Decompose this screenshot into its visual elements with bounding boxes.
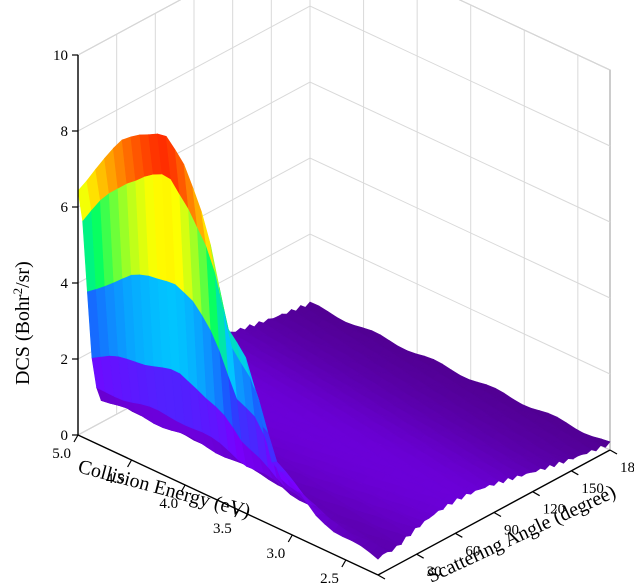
z-tick-label-2: 4: [61, 276, 69, 292]
energy-tick-0: [73, 434, 79, 443]
dcs-surface: [77, 133, 611, 560]
z-axis-title-sup: 2: [10, 288, 25, 295]
angle-tick-2: [455, 532, 463, 538]
chart-axes: [72, 54, 618, 580]
angle-tick-label-5: 150: [581, 481, 604, 497]
energy-tick-label-4: 3.0: [267, 546, 286, 562]
surface-cell: [368, 550, 384, 560]
energy-tick-4: [287, 534, 293, 543]
angle-tick-6: [609, 449, 618, 455]
energy-tick-2: [180, 484, 186, 493]
angle-tick-label-4: 120: [543, 502, 566, 518]
z-axis-title-main: DCS (Bohr: [12, 294, 34, 385]
energy-axis-line: [77, 434, 379, 576]
angle-tick-label-3: 90: [504, 523, 519, 539]
angle-tick-label-2: 60: [465, 543, 480, 559]
y-axis-title: Collision Energy (eV): [76, 456, 253, 523]
energy-tick-3: [234, 509, 240, 518]
angle-tick-label-1: 30: [427, 564, 442, 580]
z-tick-label-0: 0: [61, 428, 69, 444]
z-tick-label-1: 2: [61, 352, 69, 368]
angle-tick-3: [493, 511, 502, 518]
energy-tick-5: [341, 559, 347, 568]
energy-tick-label-3: 3.5: [213, 521, 232, 537]
angle-tick-4: [532, 491, 540, 497]
energy-tick-label-1: 4.5: [106, 471, 125, 487]
z-tick-label-4: 8: [61, 124, 69, 140]
z-axis-title-tail: /sr): [12, 261, 34, 288]
z-tick-label-5: 10: [53, 48, 68, 64]
grid-line-dcs-5: [77, 0, 611, 71]
energy-tick-label-0: 5.0: [52, 446, 71, 462]
grid-line-dcs-4: [77, 5, 611, 147]
angle-tick-1: [416, 553, 424, 559]
chart-grid: [77, 0, 611, 451]
angle-tick-label-6: 180: [620, 460, 634, 476]
energy-tick-label-5: 2.5: [320, 571, 339, 585]
angle-tick-0: [377, 574, 386, 580]
z-axis-title: DCS (Bohr2/sr): [10, 261, 35, 385]
z-tick-label-3: 6: [61, 200, 69, 216]
angle-tick-5: [571, 470, 579, 476]
energy-tick-label-2: 4.0: [159, 496, 178, 512]
tick-labels: 02468105.04.54.03.53.02.5030609012015018…: [52, 48, 634, 585]
energy-tick-1: [127, 459, 133, 468]
